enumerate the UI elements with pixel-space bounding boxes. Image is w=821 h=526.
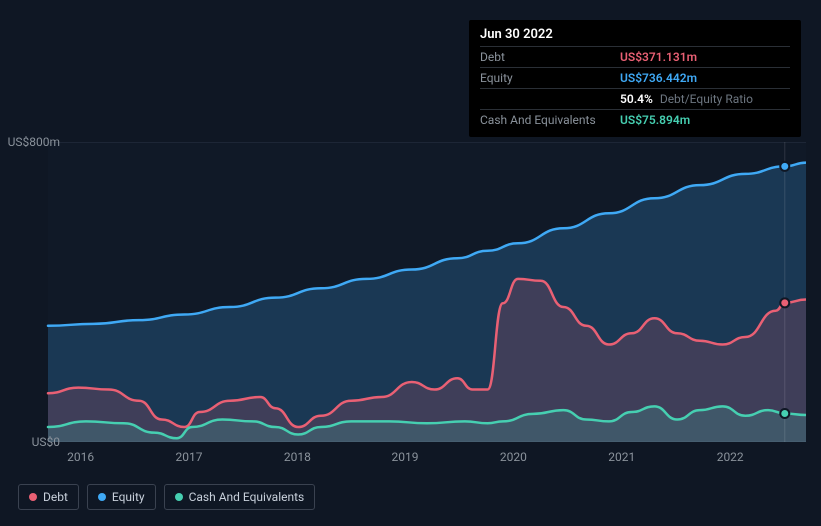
- y-axis-label: US$800m: [8, 135, 60, 149]
- tooltip-row-value: US$736.442m: [620, 71, 697, 85]
- series-marker-debt: [780, 298, 789, 307]
- series-marker-cash: [780, 409, 789, 418]
- chart-legend: Debt Equity Cash And Equivalents: [18, 484, 315, 510]
- tooltip-row-value: US$371.131m: [620, 50, 697, 64]
- tooltip-row-label: [480, 92, 620, 106]
- x-axis-label: 2019: [392, 450, 419, 464]
- chart-svg: [18, 142, 806, 442]
- tooltip-row: DebtUS$371.131m: [480, 46, 790, 67]
- legend-item-cash[interactable]: Cash And Equivalents: [164, 484, 316, 510]
- tooltip-row-value: US$75.894m: [620, 113, 690, 127]
- legend-dot-icon: [29, 493, 37, 501]
- series-marker-equity: [780, 162, 789, 171]
- legend-dot-icon: [175, 493, 183, 501]
- x-axis-label: 2020: [500, 450, 527, 464]
- tooltip-row: EquityUS$736.442m: [480, 67, 790, 88]
- tooltip-row-label: Cash And Equivalents: [480, 113, 620, 127]
- legend-label: Cash And Equivalents: [189, 490, 305, 504]
- x-axis-label: 2017: [175, 450, 202, 464]
- x-axis-label: 2022: [717, 450, 744, 464]
- x-axis-label: 2018: [284, 450, 311, 464]
- tooltip-row: 50.4% Debt/Equity Ratio: [480, 88, 790, 109]
- tooltip-row-value: 50.4% Debt/Equity Ratio: [620, 92, 753, 106]
- tooltip-row-label: Debt: [480, 50, 620, 64]
- tooltip-row: Cash And EquivalentsUS$75.894m: [480, 109, 790, 130]
- legend-item-equity[interactable]: Equity: [87, 484, 156, 510]
- legend-dot-icon: [98, 493, 106, 501]
- y-axis-label: US$0: [32, 435, 60, 449]
- legend-label: Equity: [112, 490, 145, 504]
- x-axis-label: 2021: [608, 450, 635, 464]
- tooltip-row-label: Equity: [480, 71, 620, 85]
- legend-label: Debt: [43, 490, 68, 504]
- balance-chart: US$800mUS$02016201720182019202020212022: [18, 142, 806, 442]
- tooltip-date: Jun 30 2022: [480, 27, 790, 42]
- chart-tooltip: Jun 30 2022 DebtUS$371.131mEquityUS$736.…: [469, 20, 801, 137]
- x-axis-label: 2016: [67, 450, 94, 464]
- tooltip-row-sub: Debt/Equity Ratio: [657, 92, 753, 106]
- legend-item-debt[interactable]: Debt: [18, 484, 79, 510]
